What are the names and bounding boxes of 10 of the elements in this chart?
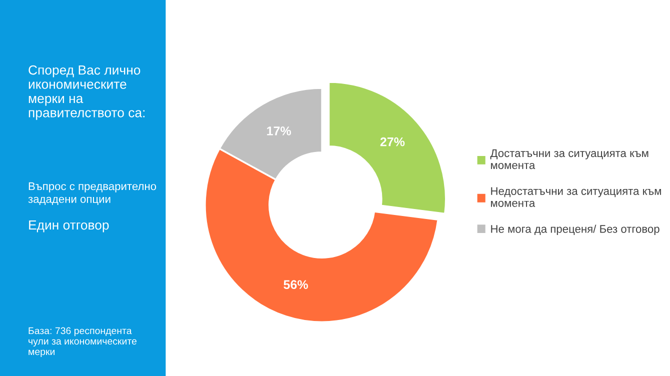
text: Въпрос с предварително зададени опции [28, 182, 156, 206]
text: Един отговор [29, 220, 109, 232]
text: База: 736 респондента чули за икономическите мерки [28, 327, 137, 358]
data-label: 56% [284, 280, 308, 290]
data-label: 27% [380, 137, 405, 146]
text: Според Вас лично икономическите мерки на правителството са: [28, 65, 145, 120]
legend-label: Достатъчни за ситуацията към момента [490, 149, 648, 170]
legend-label: Не мога да преценя/ Без отговор [491, 224, 660, 236]
legend-label: Недостатъчни за ситуацията към момента [490, 187, 661, 207]
data-label: 17% [267, 126, 291, 136]
